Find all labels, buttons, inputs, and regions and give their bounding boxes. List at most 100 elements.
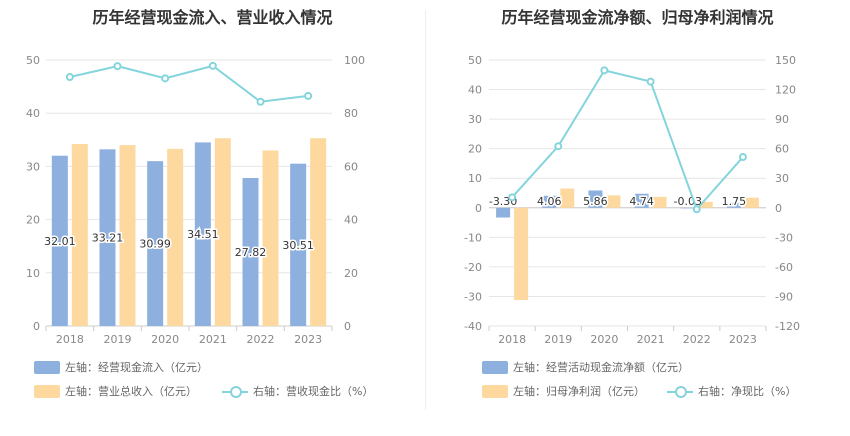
x-tick-label: 2020 <box>590 333 618 346</box>
x-tick-label: 2021 <box>637 333 665 346</box>
chart-title: 历年经营现金流净额、归母净利润情况 <box>501 8 774 27</box>
y-right-tick-label: -90 <box>775 290 793 303</box>
bar-primary <box>634 193 649 208</box>
y-left-tick-label: 50 <box>468 54 482 67</box>
x-tick-label: 2021 <box>199 333 227 346</box>
series-line <box>69 64 309 103</box>
y-right-tick-label: 100 <box>344 54 365 67</box>
bar-secondary <box>698 201 713 208</box>
y-right-tick-label: 60 <box>775 143 789 156</box>
bar-data-label: 34.51 <box>187 228 219 241</box>
series-line <box>511 69 744 212</box>
bar-secondary <box>310 138 327 326</box>
x-tick-label: 2019 <box>104 333 132 346</box>
y-left-tick-label: 0 <box>33 320 40 333</box>
bar-primary <box>542 195 557 208</box>
legend-swatch <box>34 384 60 398</box>
y-left-tick-label: 40 <box>26 107 40 120</box>
y-right-tick-label: -30 <box>775 231 793 244</box>
y-right-tick-label: -60 <box>775 261 793 274</box>
legend-label: 左轴：营业总收入（亿元） <box>65 385 197 398</box>
chart-title: 历年经营现金流入、营业收入情况 <box>92 8 333 27</box>
x-tick-label: 2020 <box>151 333 179 346</box>
bar-data-label: 30.51 <box>282 239 314 252</box>
legend-swatch <box>482 360 508 374</box>
bar-secondary <box>744 197 759 208</box>
bar-data-label: 4.06 <box>537 195 562 208</box>
legend-label: 左轴：经营活动现金流净额（亿元） <box>513 361 689 374</box>
y-right-tick-label: 20 <box>344 267 358 280</box>
x-tick-label: 2018 <box>56 333 84 346</box>
legend-item-cash-inflow[interactable]: 左轴：经营现金流入（亿元） <box>34 359 208 375</box>
x-tick-label: 2023 <box>729 333 757 346</box>
legend-item-cash-ratio[interactable]: 右轴：营收现金比（%） <box>222 383 373 399</box>
y-right-tick-label: 30 <box>775 172 789 185</box>
bar-primary <box>242 177 259 326</box>
bar-data-label: 5.86 <box>583 195 608 208</box>
chart-plot-cash-inflow: 0 10 20 30 40 50 0 20 40 60 80 100 2018 2019 2020 2021 2… <box>26 54 365 346</box>
line-point <box>113 62 122 71</box>
legend-line-swatch <box>222 385 248 398</box>
line-point <box>692 205 701 214</box>
legend-swatch <box>34 360 60 374</box>
line-point <box>256 97 265 106</box>
bar-primary <box>588 190 603 208</box>
bar-data-label: 32.01 <box>44 235 76 248</box>
y-right-tick-label: 0 <box>775 202 782 215</box>
legend-item-net-cash-ratio[interactable]: 右轴：净现比（%） <box>667 383 796 399</box>
legend-label: 左轴：经营现金流入（亿元） <box>65 361 208 374</box>
chart-plot-net-cash-flow: -40 -30 -20 -10 0 10 20 30 40 50 -120 -90 -60 -30 0 30 6… <box>464 54 800 346</box>
y-left-tick-label: -30 <box>464 290 482 303</box>
y-left-tick-label: -40 <box>464 320 482 333</box>
x-tick-label: 2022 <box>247 333 275 346</box>
line-point <box>554 142 563 151</box>
line-point <box>738 153 747 162</box>
y-left-tick-label: 0 <box>475 202 482 215</box>
bar-secondary <box>606 195 621 208</box>
y-left-tick-label: 10 <box>468 172 482 185</box>
line-point <box>208 61 217 70</box>
bar-data-label: 33.21 <box>92 232 124 245</box>
bar-secondary <box>560 188 575 208</box>
line-point <box>508 193 517 202</box>
chart-panel-cash-inflow: 历年经营现金流入、营业收入情况 0 10 20 30 40 50 0 20 40 60 80 100 2… <box>26 8 373 399</box>
chart-panel-net-cash-flow: 历年经营现金流净额、归母净利润情况 -40 -30 -20 -10 0 10 20 30 40 5… <box>425 0 850 436</box>
bar-primary <box>99 149 116 326</box>
legend-line-swatch <box>667 385 693 398</box>
bar-secondary <box>119 145 136 326</box>
y-left-tick-label: -10 <box>464 231 482 244</box>
bar-primary <box>726 202 741 208</box>
bar-secondary <box>71 144 88 326</box>
x-tick-label: 2023 <box>294 333 322 346</box>
bar-primary <box>496 207 511 218</box>
y-left-tick-label: -20 <box>464 261 482 274</box>
y-left-tick-label: 20 <box>468 143 482 156</box>
panel-divider <box>425 10 426 410</box>
bar-data-label: 27.82 <box>235 246 267 259</box>
y-right-tick-label: 80 <box>344 107 358 120</box>
y-left-tick-label: 30 <box>26 160 40 173</box>
bar-primary <box>290 163 307 326</box>
y-left-tick-label: 50 <box>26 54 40 67</box>
legend-label: 右轴：营收现金比（%） <box>253 385 374 398</box>
y-left-tick-label: 20 <box>26 214 40 227</box>
bar-primary <box>680 207 695 209</box>
bar-secondary <box>167 148 184 326</box>
line-point <box>600 66 609 75</box>
line-point <box>304 91 313 100</box>
x-tick-label: 2019 <box>544 333 572 346</box>
line-point <box>161 74 170 83</box>
legend-item-net-operating-cash-flow[interactable]: 左轴：经营活动现金流净额（亿元） <box>482 359 689 375</box>
legend-item-revenue[interactable]: 左轴：营业总收入（亿元） <box>34 383 197 399</box>
bar-data-label: 4.74 <box>629 195 654 208</box>
bar-data-label: 30.99 <box>139 238 171 251</box>
bar-secondary <box>262 150 279 326</box>
y-right-tick-label: 60 <box>344 160 358 173</box>
bar-secondary <box>214 138 231 326</box>
bar-primary <box>51 155 68 326</box>
bar-secondary <box>514 207 529 300</box>
x-tick-label: 2018 <box>498 333 526 346</box>
legend-item-net-profit[interactable]: 左轴：归母净利润（亿元） <box>482 383 645 399</box>
legend-label: 左轴：归母净利润（亿元） <box>513 385 645 398</box>
y-right-tick-label: 40 <box>344 214 358 227</box>
